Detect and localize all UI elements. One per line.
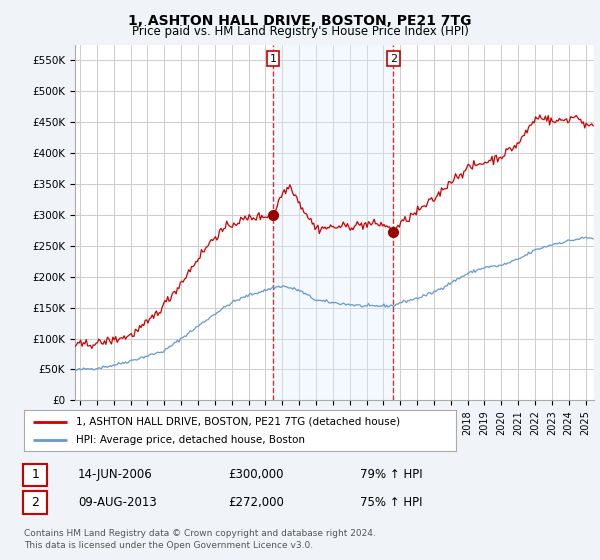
Text: 79% ↑ HPI: 79% ↑ HPI xyxy=(360,468,422,482)
Text: 75% ↑ HPI: 75% ↑ HPI xyxy=(360,496,422,509)
Text: 09-AUG-2013: 09-AUG-2013 xyxy=(78,496,157,509)
Text: Contains HM Land Registry data © Crown copyright and database right 2024.: Contains HM Land Registry data © Crown c… xyxy=(24,529,376,538)
Text: 1, ASHTON HALL DRIVE, BOSTON, PE21 7TG (detached house): 1, ASHTON HALL DRIVE, BOSTON, PE21 7TG (… xyxy=(76,417,400,427)
Text: 1: 1 xyxy=(269,54,277,64)
Text: 1: 1 xyxy=(31,468,40,482)
Text: 2: 2 xyxy=(31,496,40,509)
Text: £300,000: £300,000 xyxy=(228,468,284,482)
Bar xyxy=(273,45,394,400)
Text: 2: 2 xyxy=(390,54,397,64)
Text: £272,000: £272,000 xyxy=(228,496,284,509)
Text: This data is licensed under the Open Government Licence v3.0.: This data is licensed under the Open Gov… xyxy=(24,542,313,550)
Text: HPI: Average price, detached house, Boston: HPI: Average price, detached house, Bost… xyxy=(76,435,305,445)
Text: Price paid vs. HM Land Registry's House Price Index (HPI): Price paid vs. HM Land Registry's House … xyxy=(131,25,469,38)
Text: 1, ASHTON HALL DRIVE, BOSTON, PE21 7TG: 1, ASHTON HALL DRIVE, BOSTON, PE21 7TG xyxy=(128,14,472,28)
Text: 14-JUN-2006: 14-JUN-2006 xyxy=(78,468,153,482)
